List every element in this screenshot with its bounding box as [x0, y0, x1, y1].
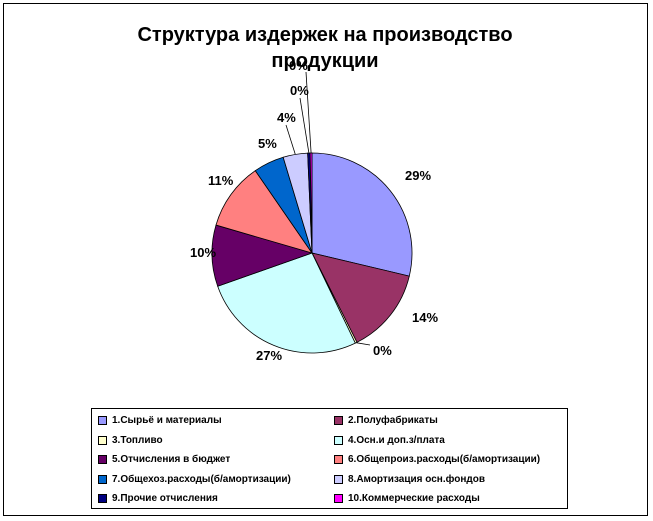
data-label-6: 11% [208, 173, 234, 188]
legend-swatch-8 [334, 474, 343, 484]
legend-swatch-1 [98, 416, 107, 425]
legend-item-6: 6.Общепроиз.расходы(б/амортизации) [334, 454, 540, 465]
legend-swatch-2 [334, 416, 343, 425]
data-label-9: 0% [290, 83, 309, 98]
legend-swatch-3 [98, 435, 107, 445]
leader-lines [285, 71, 371, 346]
legend-item-2: 2.Полуфабрикаты [334, 415, 438, 426]
pie-slice-6 [215, 170, 313, 254]
legend-swatch-5 [98, 455, 107, 464]
leader-line-8 [285, 124, 296, 155]
legend-swatch-6 [334, 455, 343, 464]
legend-label-7: 7.Общехоз.расходы(б/амортизации) [112, 473, 291, 485]
legend-item-10: 10.Коммерческие расходы [334, 493, 480, 504]
data-labels: 29% 14% 0% 27% 10% 11% 5%4% 0% 0% [190, 58, 438, 363]
data-label-2: 14% [412, 310, 438, 325]
pie-slice-1 [311, 152, 413, 277]
data-label-10: 0% [289, 58, 308, 73]
legend-swatch-9 [98, 494, 107, 503]
legend-label-5: 5.Отчисления в бюджет [112, 454, 231, 465]
legend-swatch-7 [98, 474, 107, 484]
data-label-3: 0% [373, 343, 392, 358]
legend-swatch-4 [334, 435, 343, 445]
legend-label-1: 1.Сырьё и материалы [112, 415, 222, 426]
legend-label-9: 9.Прочие отчисления [112, 493, 218, 504]
pie-slice-4 [217, 252, 356, 354]
data-label-1: 29% [405, 168, 431, 183]
legend-item-5: 5.Отчисления в бюджет [98, 454, 230, 465]
leader-line-3 [356, 342, 371, 346]
data-label-5: 10% [190, 245, 216, 260]
legend-label-6: 6.Общепроиз.расходы(б/амортизации) [348, 454, 541, 465]
legend-item-7: 7.Общехоз.расходы(б/амортизации) [98, 474, 291, 485]
legend-label-8: 8.Амортизация осн.фондов [348, 473, 485, 485]
leader-line-10 [305, 71, 312, 154]
pie-slices [211, 152, 413, 354]
legend-label-2: 2.Полуфабрикаты [348, 415, 438, 426]
data-label-4: 27% [256, 348, 282, 363]
chart-title: Структура издержек на производство проду… [137, 24, 513, 72]
legend-item-8: 8.Амортизация осн.фондов [334, 474, 485, 485]
data-label-8: 4% [277, 110, 296, 125]
legend-item-1: 1.Сырьё и материалы [98, 415, 222, 426]
legend-label-4: 4.Осн.и доп.з/плата [348, 434, 445, 446]
legend-item-3: 3.Топливо [98, 435, 163, 446]
leader-line-9 [299, 97, 310, 154]
pie-slice-10 [309, 152, 313, 254]
legend-label-10: 10.Коммерческие расходы [348, 493, 480, 504]
data-label-7: 5% [258, 136, 277, 151]
legend: 1.Сырьё и материалы 2.Полуфабрикаты 3.Топл… [91, 408, 568, 509]
legend-item-9: 9.Прочие отчисления [98, 493, 218, 504]
legend-swatch-10 [334, 494, 343, 503]
pie-slice-2 [311, 252, 410, 343]
legend-label-3: 3.Топливо [112, 434, 163, 446]
legend-item-4: 4.Осн.и доп.з/плата [334, 435, 445, 446]
